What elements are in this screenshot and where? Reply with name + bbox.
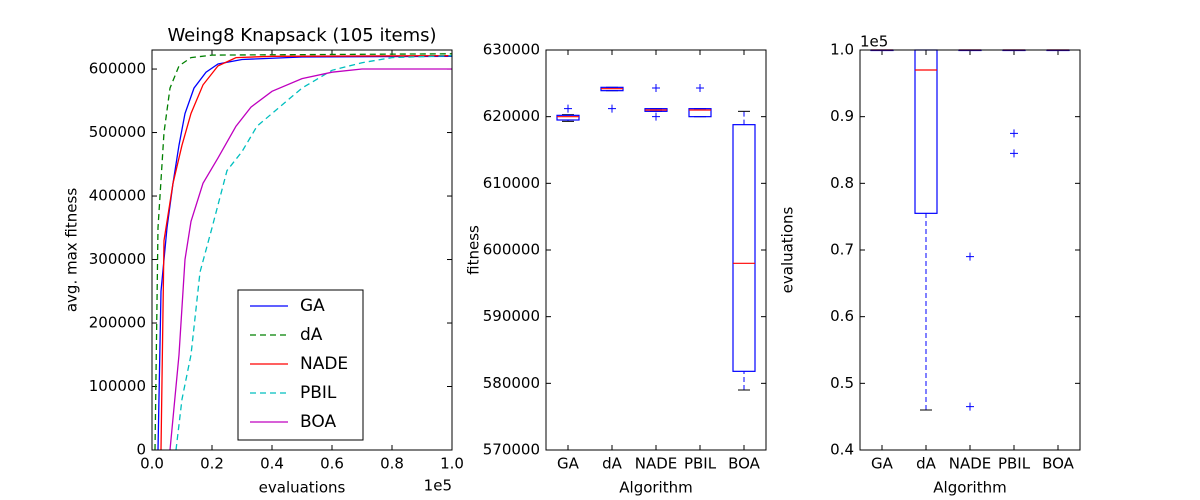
panel: 0.4 0.5 0.6 0.7 0.8 0.9 1.0 Algorithm evaluation… <box>779 33 1081 497</box>
plot-frame <box>151 49 453 451</box>
legend: GA dA NADE PBIL BOA <box>237 289 364 441</box>
y-tick-label: 630000 <box>483 41 540 59</box>
flier <box>564 104 572 113</box>
legend-label: GA <box>300 296 325 316</box>
line <box>160 55 452 450</box>
legend-label: NADE <box>300 354 348 374</box>
flier <box>652 84 660 92</box>
x-tick-label: 1.0 <box>440 455 464 473</box>
x-axis-label: evaluations <box>259 479 346 497</box>
y-tick-label: 200000 <box>89 314 146 332</box>
x-tick-label: PBIL <box>998 455 1031 473</box>
x-tick-label: PBIL <box>684 455 717 473</box>
y-tick-label: 1.0 <box>830 41 854 59</box>
y-axis-label: evaluations <box>779 206 797 293</box>
y-tick-label: 600000 <box>483 241 540 259</box>
flier <box>652 112 660 121</box>
y-tick-label: 0.8 <box>830 174 854 192</box>
y-axis-label: fitness <box>465 225 483 275</box>
y-tick-label: 0.6 <box>830 307 854 325</box>
legend-label: BOA <box>300 412 336 432</box>
x-tick-label: dA <box>602 455 623 473</box>
y-axis-label: avg. max fitness <box>63 188 81 312</box>
flier <box>608 104 616 113</box>
x-tick-label: GA <box>871 455 894 473</box>
x-tick-label: 0.6 <box>320 455 344 473</box>
line <box>157 55 452 450</box>
legend-label: dA <box>300 325 323 345</box>
x-tick-label: GA <box>557 455 580 473</box>
y-tick-label: 610000 <box>483 174 540 192</box>
y-tick-label: 0 <box>136 441 146 459</box>
y-tick-label: 0.4 <box>830 441 854 459</box>
flier <box>696 84 704 92</box>
line <box>154 53 452 450</box>
x-tick-label: dA <box>916 455 937 473</box>
y-tick-label: 600000 <box>89 60 146 78</box>
box <box>556 114 580 121</box>
y-tick-label: 0.7 <box>830 241 854 259</box>
y-tick-label: 0.5 <box>830 374 854 392</box>
panel: 570000 580000 590000 600000 610000 620000 6300… <box>465 41 767 497</box>
x-tick-label: BOA <box>728 455 761 473</box>
flier <box>1010 129 1018 138</box>
x-axis-label: Algorithm <box>933 479 1006 497</box>
x-tick-label: 0.8 <box>380 455 404 473</box>
y-tick-label: 590000 <box>483 307 540 325</box>
y-tick-label: 620000 <box>483 107 540 125</box>
y-tick-label: 500000 <box>89 123 146 141</box>
flier <box>966 252 974 261</box>
legend-box <box>237 289 364 441</box>
x-axis-label: Algorithm <box>619 479 692 497</box>
x-tick-label: NADE <box>635 455 678 473</box>
box <box>914 49 938 214</box>
y-tick-label: 570000 <box>483 441 540 459</box>
y-tick-label: 300000 <box>89 250 146 268</box>
box <box>688 108 712 118</box>
plot-frame <box>859 49 1081 451</box>
chart-title: Weing8 Knapsack (105 items) <box>167 25 436 46</box>
x-tick-label: 0.4 <box>260 455 284 473</box>
legend-label: PBIL <box>300 383 337 403</box>
y-offset-label: 1e5 <box>860 33 888 51</box>
plot-frame <box>545 49 767 451</box>
line <box>169 68 452 450</box>
x-offset-label: 1e5 <box>424 477 452 495</box>
panel: 0 100000 200000 300000 400000 500000 600000 0.0… <box>63 25 464 497</box>
line <box>175 55 452 450</box>
box <box>732 124 756 372</box>
x-tick-label: 0.0 <box>140 455 164 473</box>
y-tick-label: 580000 <box>483 374 540 392</box>
flier <box>966 402 974 411</box>
y-tick-label: 400000 <box>89 187 146 205</box>
x-tick-label: NADE <box>949 455 992 473</box>
x-tick-label: BOA <box>1042 455 1075 473</box>
y-tick-label: 0.9 <box>830 107 854 125</box>
flier <box>1010 149 1018 158</box>
x-tick-label: 0.2 <box>200 455 224 473</box>
y-tick-label: 100000 <box>89 377 146 395</box>
